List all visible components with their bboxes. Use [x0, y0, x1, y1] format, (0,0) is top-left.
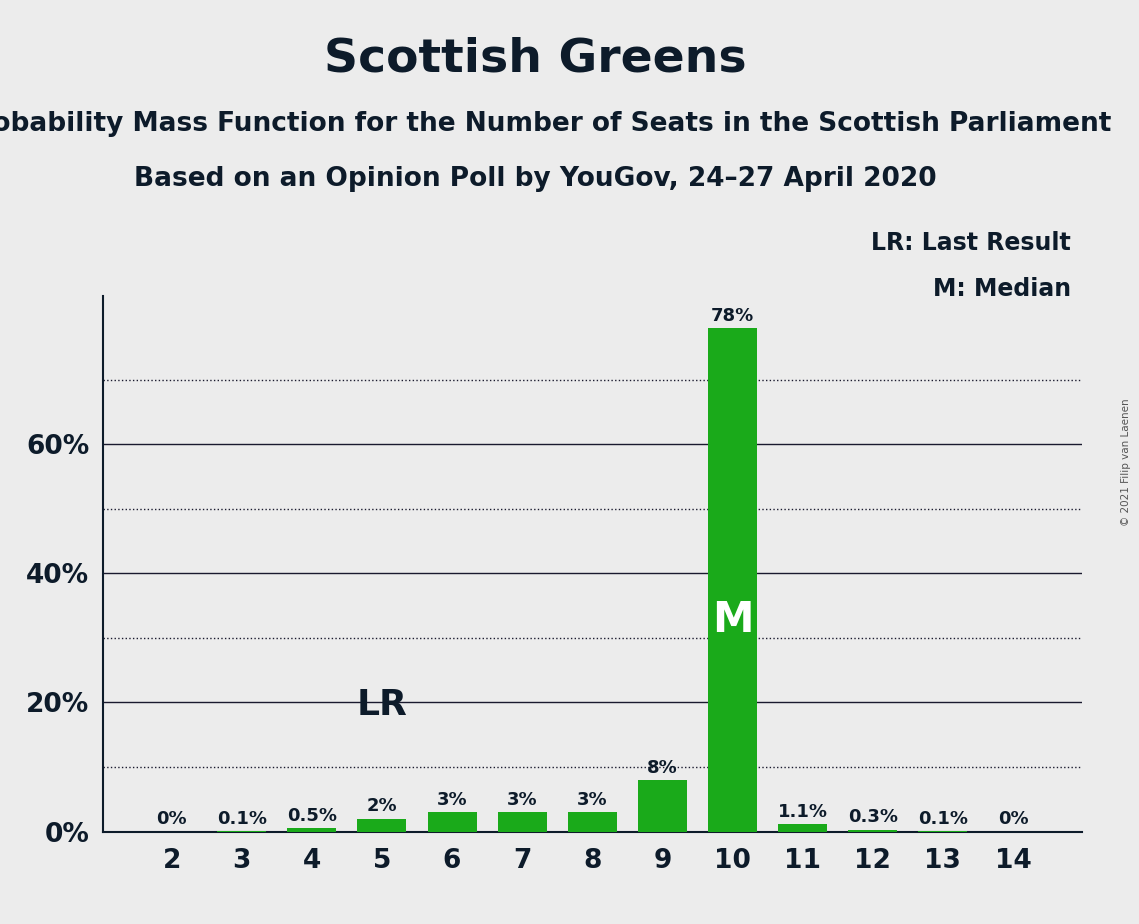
Bar — [778, 824, 827, 832]
Text: LR: LR — [357, 687, 408, 722]
Bar — [427, 812, 476, 832]
Text: 0%: 0% — [156, 810, 187, 829]
Text: LR: Last Result: LR: Last Result — [871, 231, 1071, 255]
Text: 0.5%: 0.5% — [287, 808, 337, 825]
Bar — [708, 328, 757, 832]
Text: 1.1%: 1.1% — [778, 803, 828, 821]
Bar — [567, 812, 617, 832]
Text: 3%: 3% — [436, 791, 467, 809]
Text: 2%: 2% — [367, 797, 398, 816]
Text: 8%: 8% — [647, 759, 678, 777]
Text: 0.3%: 0.3% — [847, 808, 898, 826]
Text: 78%: 78% — [711, 307, 754, 324]
Text: 0%: 0% — [998, 810, 1029, 829]
Bar — [287, 829, 336, 832]
Text: M: M — [712, 599, 753, 641]
Text: Probability Mass Function for the Number of Seats in the Scottish Parliament: Probability Mass Function for the Number… — [0, 111, 1111, 137]
Bar — [849, 830, 898, 832]
Bar — [498, 812, 547, 832]
Text: 0.1%: 0.1% — [918, 809, 968, 828]
Bar — [638, 780, 687, 832]
Text: Based on an Opinion Poll by YouGov, 24–27 April 2020: Based on an Opinion Poll by YouGov, 24–2… — [134, 166, 936, 192]
Text: 0.1%: 0.1% — [216, 809, 267, 828]
Text: © 2021 Filip van Laenen: © 2021 Filip van Laenen — [1121, 398, 1131, 526]
Text: M: Median: M: Median — [933, 277, 1071, 301]
Text: 3%: 3% — [577, 791, 607, 809]
Text: Scottish Greens: Scottish Greens — [323, 37, 747, 82]
Text: 3%: 3% — [507, 791, 538, 809]
Bar — [358, 819, 407, 832]
